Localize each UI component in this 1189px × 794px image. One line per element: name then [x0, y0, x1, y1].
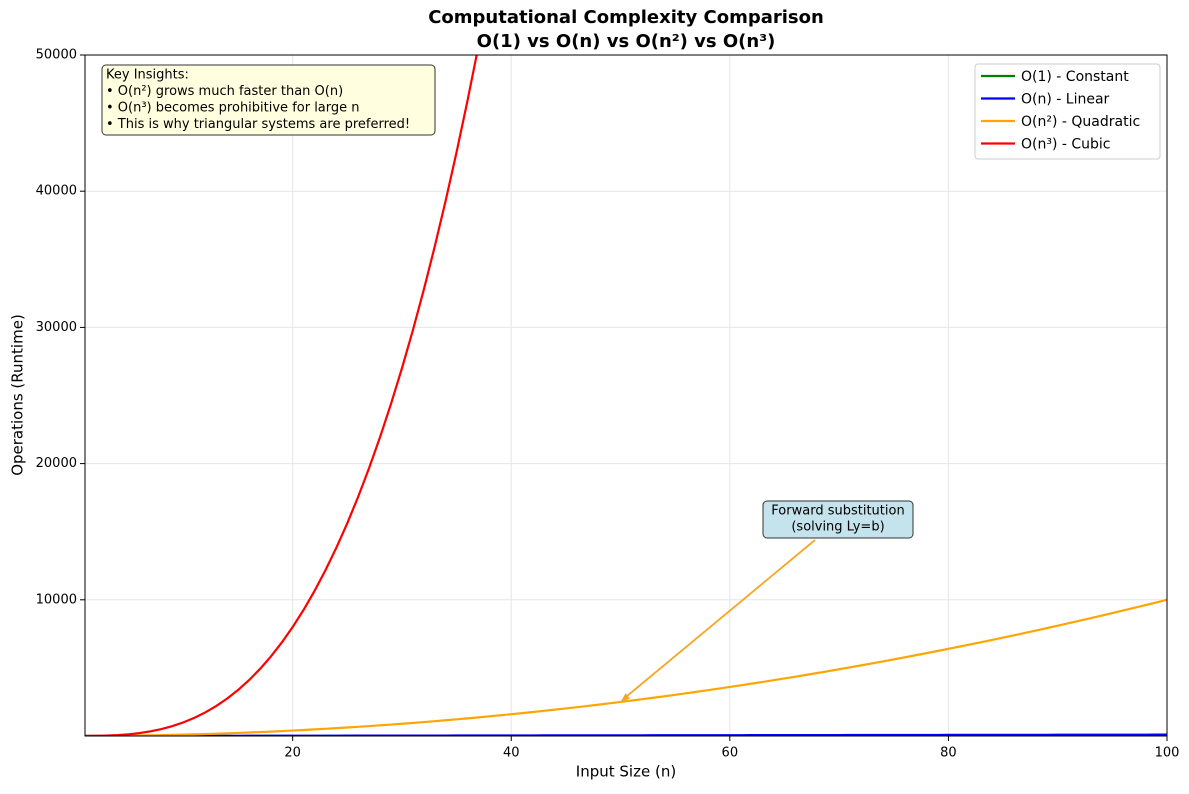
- insights-line: Key Insights:: [106, 68, 189, 83]
- legend-label: O(n³) - Cubic: [1021, 137, 1111, 153]
- insights-box: [101, 64, 436, 136]
- plot-frame: [84, 54, 1168, 737]
- x-tick-label: 60: [722, 746, 739, 761]
- y-axis-label: Operations (Runtime): [9, 314, 27, 476]
- y-tick-label: 50000: [36, 48, 77, 63]
- legend-label: O(n) - Linear: [1021, 92, 1110, 108]
- legend-box: [974, 63, 1161, 160]
- insights-line: • This is why triangular systems are pre…: [106, 117, 410, 132]
- x-tick-label: 100: [1155, 746, 1180, 761]
- x-tick-label: 40: [503, 746, 520, 761]
- insights-line: • O(n³) becomes prohibitive for large n: [106, 101, 360, 116]
- x-axis-label: Input Size (n): [576, 763, 676, 781]
- series-line: [85, 55, 478, 736]
- annotation-text: (solving Ly=b): [791, 520, 884, 535]
- x-tick-label: 80: [940, 746, 957, 761]
- annotation-box: [762, 500, 914, 539]
- annotation-arrowhead: [620, 693, 630, 702]
- chart-title: Computational Complexity Comparison: [428, 7, 824, 28]
- y-tick-label: 40000: [36, 184, 77, 199]
- annotation-text: Forward substitution: [771, 504, 904, 519]
- legend-label: O(1) - Constant: [1021, 69, 1129, 85]
- annotation-arrow: [622, 539, 816, 700]
- y-tick-label: 30000: [36, 320, 77, 335]
- insights-line: • O(n²) grows much faster than O(n): [106, 84, 343, 99]
- series-line: [85, 598, 1167, 736]
- legend: O(1) - Constant O(n) - Linear O(n²) - Quad…: [974, 63, 1161, 160]
- chart-subtitle: O(1) vs O(n) vs O(n²) vs O(n³): [477, 31, 776, 52]
- y-tick-label: 10000: [36, 592, 77, 607]
- y-tick-label: 20000: [36, 456, 77, 471]
- x-tick-label: 20: [284, 746, 301, 761]
- overlay: O(1) - Constant O(n) - Linear O(n²) - Quad…: [101, 63, 1161, 702]
- legend-label: O(n²) - Quadratic: [1021, 114, 1140, 130]
